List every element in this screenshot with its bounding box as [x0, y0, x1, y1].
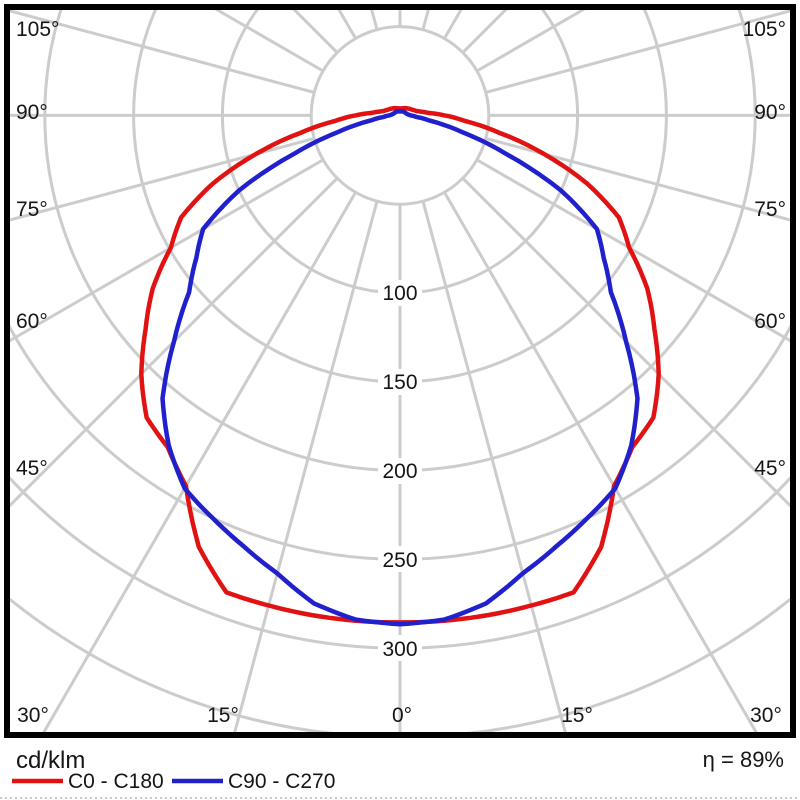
efficiency-label: η = 89%	[703, 747, 784, 772]
grid-spoke-75	[485, 136, 790, 222]
grid-spoke-60	[476, 158, 790, 343]
angle-label-right-60: 60°	[754, 310, 786, 333]
angle-label-right-105: 105°	[743, 18, 786, 41]
angle-label-bottom-right-15: 15°	[561, 704, 593, 727]
ring-label-text: 200	[382, 460, 417, 483]
ring-label-text: 250	[382, 549, 417, 572]
angle-label-left-75: 75°	[16, 198, 48, 221]
angle-label-bottom-0: 0°	[392, 704, 412, 727]
ring-value-labels: 100 150 200 250 300	[378, 280, 422, 661]
angle-label-bottom-left-15: 15°	[207, 704, 239, 727]
grid-spoke-300	[10, 158, 324, 343]
angle-label-left-60: 60°	[16, 310, 48, 333]
angle-labels-right: 105° 90° 75° 60° 45°	[743, 18, 786, 480]
ring-label-100: 100	[378, 280, 422, 306]
curve-C90-C270	[160, 109, 640, 627]
grid-spoke-330	[42, 191, 357, 732]
grid-spoke-285	[10, 136, 315, 222]
grid-spoke-45	[461, 177, 790, 508]
angle-label-bottom-left-30: 30°	[17, 704, 49, 727]
unit-label: cd/klm	[16, 747, 85, 774]
legend: cd/klm C0 - C180 C90 - C270 η = 89%	[0, 747, 800, 799]
angle-labels-bottom: 30° 15° 0° 15° 30°	[17, 704, 782, 727]
ring-label-bg	[378, 635, 422, 661]
ring-label-text: 100	[382, 282, 417, 305]
angle-label-bottom-right-30: 30°	[750, 704, 782, 727]
legend-label-c0-c180: C0 - C180	[68, 770, 164, 793]
angle-label-left-45: 45°	[16, 457, 48, 480]
angle-labels-left: 105° 90° 75° 60° 45°	[16, 18, 59, 480]
grid-ring-50	[309, 25, 491, 206]
grid-spoke-345	[233, 200, 379, 732]
plot-frame	[4, 4, 796, 738]
ring-label-300: 300	[378, 635, 422, 661]
grid-spoke-15	[421, 200, 567, 732]
angle-label-right-75: 75°	[754, 198, 786, 221]
ring-label-text: 300	[382, 638, 417, 661]
ring-label-150: 150	[378, 369, 422, 395]
ring-label-bg	[378, 280, 422, 306]
grid-spoke-105	[485, 10, 790, 94]
grid-spoke-315	[10, 177, 339, 508]
angle-label-right-45: 45°	[754, 457, 786, 480]
intensity-curves	[139, 105, 661, 627]
angle-label-right-90: 90°	[754, 101, 786, 124]
ring-label-bg	[378, 546, 422, 572]
ring-label-bg	[378, 369, 422, 395]
ring-label-bg	[378, 458, 422, 484]
angle-label-left-90: 90°	[16, 101, 48, 124]
ring-label-250: 250	[378, 546, 422, 572]
grid-spoke-30	[443, 191, 758, 732]
ring-label-200: 200	[378, 458, 422, 484]
angle-label-left-105: 105°	[16, 18, 59, 41]
grid-spoke-255	[10, 10, 315, 94]
ring-label-text: 150	[382, 371, 417, 394]
legend-label-c90-c270: C90 - C270	[228, 770, 335, 793]
